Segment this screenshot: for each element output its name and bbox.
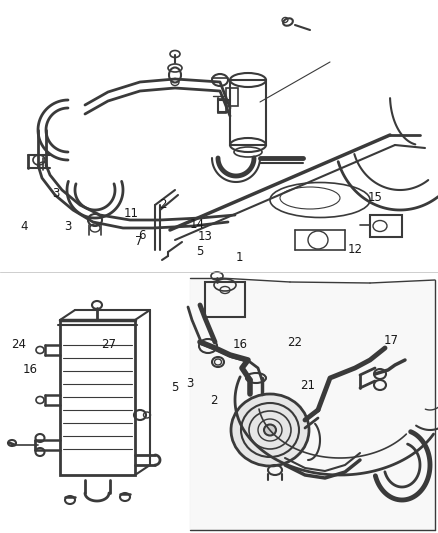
Text: 27: 27: [101, 338, 116, 351]
Text: 17: 17: [383, 334, 398, 347]
Polygon shape: [190, 278, 434, 530]
Text: 22: 22: [287, 336, 302, 349]
Text: 2: 2: [210, 394, 218, 407]
Text: 5: 5: [196, 245, 203, 257]
Text: 3: 3: [64, 220, 71, 233]
Text: 1: 1: [235, 252, 243, 264]
Bar: [369, 215, 401, 237]
Text: 13: 13: [198, 230, 212, 243]
Text: 16: 16: [22, 363, 37, 376]
Text: 11: 11: [123, 207, 138, 220]
Text: 7: 7: [134, 236, 142, 248]
Ellipse shape: [230, 394, 308, 466]
Text: 14: 14: [189, 218, 204, 231]
Ellipse shape: [263, 424, 276, 435]
Text: 3: 3: [186, 377, 193, 390]
Text: 4: 4: [20, 220, 28, 233]
Bar: [60, 320, 135, 475]
Text: 5: 5: [171, 381, 178, 394]
Text: 2: 2: [158, 198, 166, 211]
Text: 15: 15: [367, 191, 382, 204]
Bar: [226, 88, 237, 106]
Bar: [205, 282, 244, 317]
Text: 12: 12: [346, 243, 361, 256]
Text: 6: 6: [138, 229, 145, 242]
Bar: [230, 80, 265, 145]
Text: 3: 3: [53, 187, 60, 199]
Text: 24: 24: [11, 338, 26, 351]
Text: 21: 21: [299, 378, 314, 392]
Text: 16: 16: [233, 338, 247, 351]
Bar: [218, 99, 226, 113]
